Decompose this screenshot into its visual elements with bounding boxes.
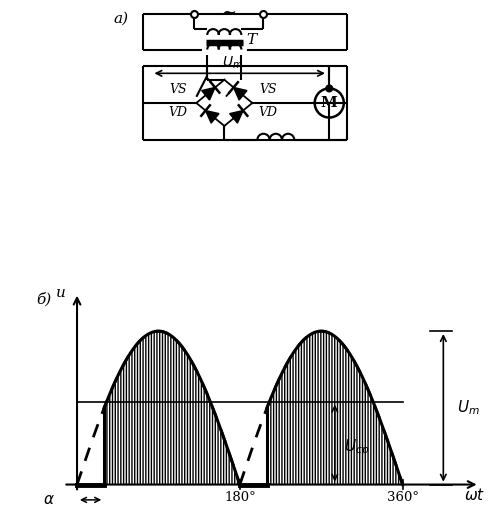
Text: а): а) [114, 11, 129, 25]
Circle shape [326, 85, 333, 92]
Text: б): б) [36, 293, 51, 307]
Text: VS: VS [259, 83, 276, 96]
Polygon shape [202, 88, 215, 100]
Text: $U_m$: $U_m$ [222, 54, 243, 71]
Polygon shape [230, 110, 243, 123]
Text: ~: ~ [221, 4, 236, 22]
Text: 360°: 360° [387, 492, 419, 504]
Text: VS: VS [169, 83, 187, 96]
Text: $U_m$: $U_m$ [457, 399, 480, 417]
Text: T: T [246, 33, 256, 47]
Text: 180°: 180° [224, 492, 255, 504]
Text: $\omega t$: $\omega t$ [465, 487, 486, 503]
Text: $\alpha$: $\alpha$ [43, 494, 54, 507]
Polygon shape [206, 110, 219, 123]
Text: M: M [321, 96, 338, 110]
Polygon shape [234, 88, 247, 100]
Text: u: u [56, 286, 66, 300]
Text: $U_{cp}$: $U_{cp}$ [344, 438, 369, 458]
Text: VD: VD [258, 106, 277, 119]
Text: VD: VD [169, 106, 188, 119]
